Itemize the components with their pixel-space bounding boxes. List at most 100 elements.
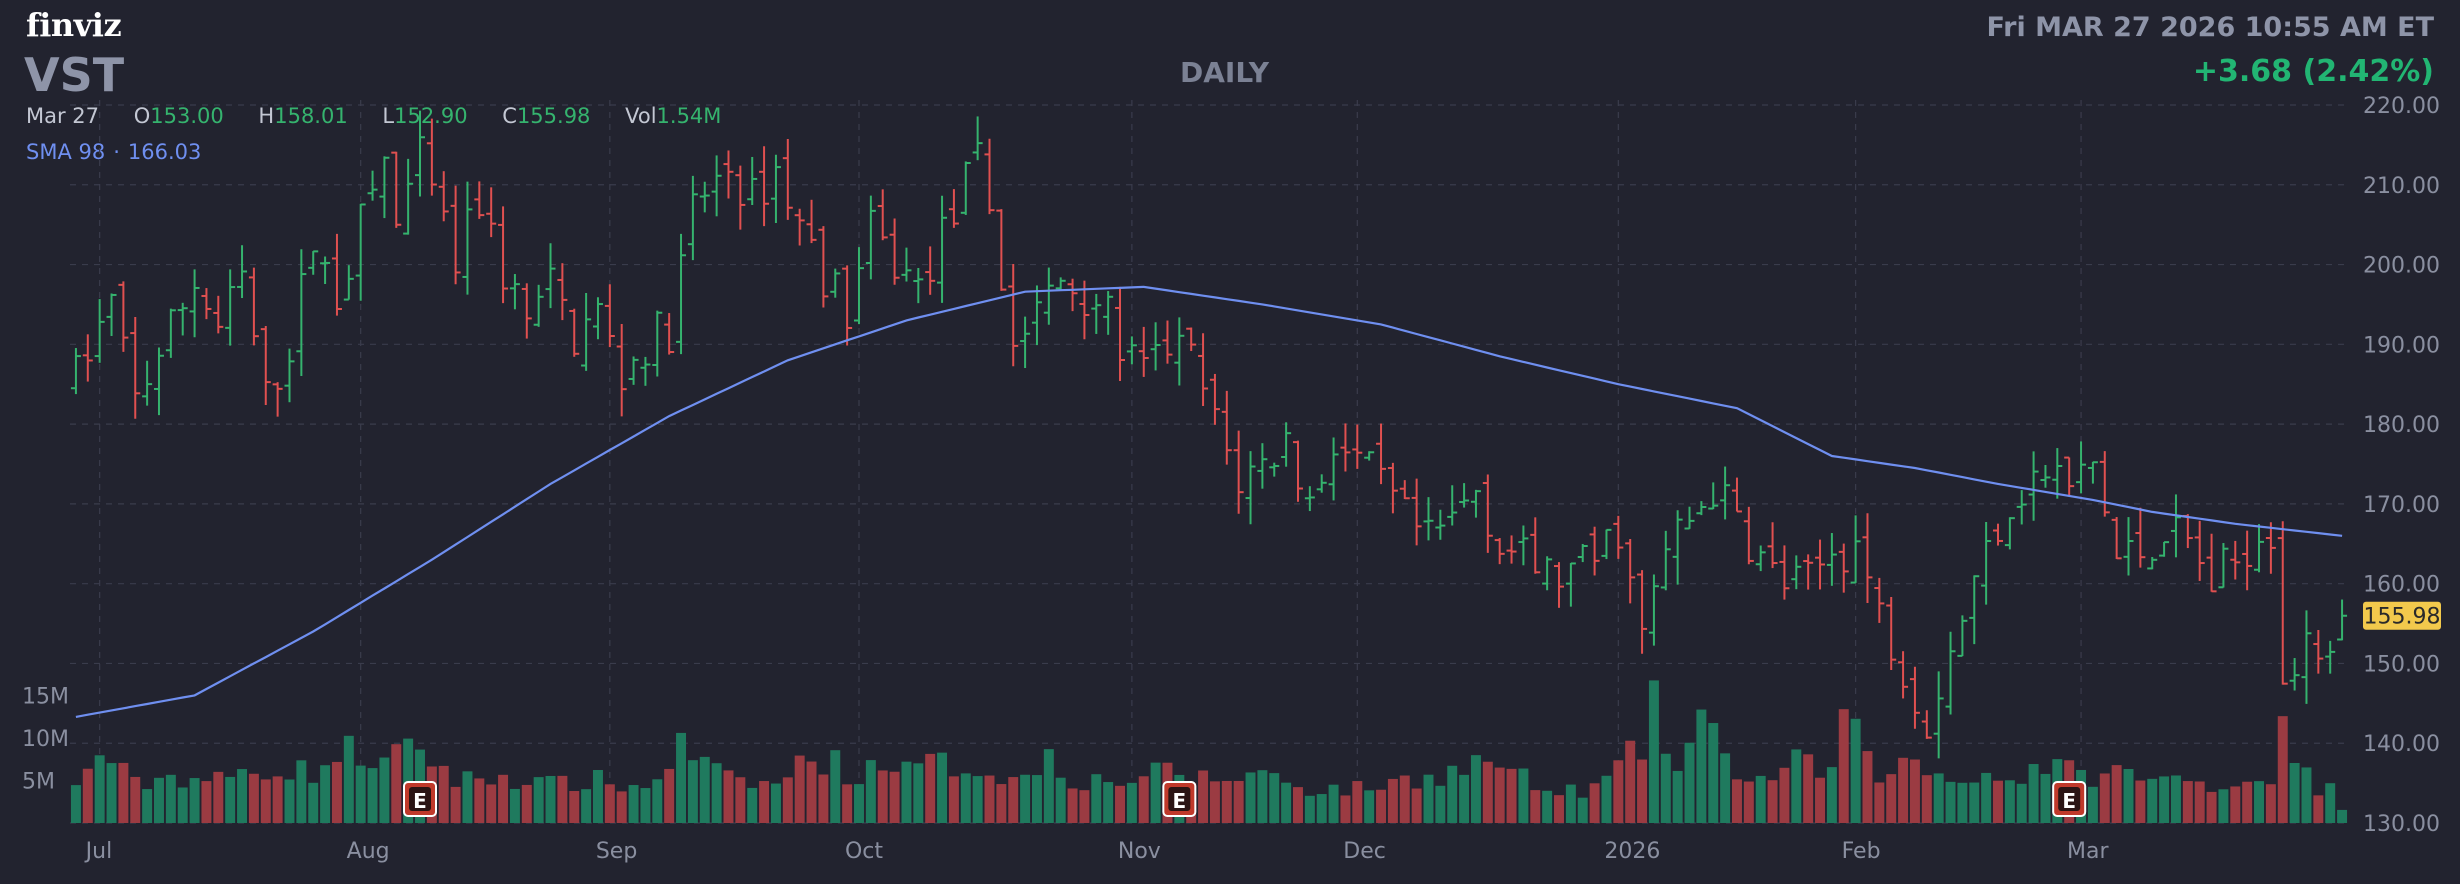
volume-bar	[1779, 767, 1790, 823]
volume-bar	[1648, 680, 1659, 823]
volume-bar	[2230, 786, 2241, 823]
price-axis: 220.00 210.00 200.00 190.00 180.00 170.00 160.…	[2363, 94, 2440, 837]
volume-bar	[521, 784, 532, 823]
ohlc-bar	[355, 203, 366, 301]
volume-bar	[320, 765, 331, 823]
ohlc-bar	[1340, 423, 1351, 472]
price-tick-label: 180.00	[2363, 413, 2440, 438]
finviz-logo: finviz	[26, 6, 122, 44]
ohlc-bar	[1447, 485, 1458, 526]
ohlc-bar	[1815, 539, 1826, 590]
price-tick-label: 200.00	[2363, 254, 2440, 279]
volume-bar	[308, 782, 319, 823]
ohlc-bar	[1542, 556, 1553, 591]
ohlc-bar	[842, 265, 853, 346]
ohlc-bar	[1020, 316, 1031, 369]
volume-bar	[1637, 759, 1648, 823]
ohlc-bar	[2277, 521, 2288, 685]
volume-bar	[1755, 775, 1766, 823]
volume-bar	[509, 788, 520, 823]
volume-bar	[2111, 765, 2122, 823]
volume-bar	[2135, 780, 2146, 823]
volume-bar	[1423, 774, 1434, 823]
volume-bar	[1921, 775, 1932, 823]
volume-bar	[1257, 770, 1268, 823]
ohlc-bar	[1162, 320, 1173, 364]
volume-bar	[1720, 753, 1731, 823]
volume-bar	[260, 779, 271, 823]
volume-bar	[1447, 765, 1458, 823]
ohlc-bar	[877, 189, 888, 241]
volume-value: 1.54M	[656, 104, 722, 128]
ohlc-bar	[1743, 506, 1754, 565]
ohlc-bar	[2218, 543, 2229, 589]
volume-bar	[142, 789, 153, 823]
volume-bar	[676, 732, 687, 823]
ohlc-bar	[1257, 443, 1268, 489]
volume-bar	[2028, 764, 2039, 823]
ohlc-bar	[94, 299, 105, 363]
ohlc-bar	[1696, 501, 1707, 516]
earnings-marker-label: E	[413, 789, 427, 813]
volume-bar	[913, 763, 924, 823]
volume-bar	[1672, 770, 1683, 823]
volume-bar	[604, 784, 615, 823]
ohlc-bar	[177, 302, 188, 336]
ohlc-bar	[308, 250, 319, 275]
volume-bar	[498, 774, 509, 823]
ohlc-bar	[1637, 570, 1648, 654]
ohlc-bar	[711, 155, 722, 217]
ohlc-bar	[1411, 478, 1422, 546]
ohlc-bar	[533, 284, 544, 327]
volume-bar	[664, 768, 675, 823]
ohlc-bar	[1292, 440, 1303, 502]
volume-bar	[1791, 749, 1802, 823]
volume-bar	[854, 784, 864, 823]
sma-separator: ·	[113, 140, 120, 164]
ohlc-bar	[699, 181, 710, 213]
volume-bar	[1625, 740, 1636, 823]
volume-bar	[1696, 709, 1707, 823]
date-tick-label: Dec	[1343, 839, 1386, 864]
earnings-marker-label: E	[2062, 789, 2076, 813]
ohlc-bar	[153, 347, 164, 416]
ohlc-bar	[925, 246, 936, 295]
volume-bar	[842, 784, 853, 823]
ohlc-date: Mar 27	[26, 104, 100, 128]
ohlc-bar	[1554, 562, 1565, 608]
volume-bar	[1008, 777, 1019, 823]
ohlc-bar	[1862, 513, 1873, 603]
volume-bar	[2301, 767, 2312, 823]
ohlc-bar	[1376, 423, 1387, 485]
volume-bar	[1020, 774, 1031, 823]
volume-bar	[355, 765, 366, 823]
volume-bar	[533, 777, 544, 823]
ohlc-bar	[759, 146, 770, 227]
volume-bar	[177, 787, 188, 823]
ohlc-bar	[2111, 517, 2122, 560]
volume-bar	[806, 761, 817, 823]
volume-bar	[1542, 790, 1553, 823]
volume-bar	[331, 761, 342, 823]
volume-bar	[189, 778, 200, 823]
volume-bar	[1055, 777, 1066, 823]
volume-bar	[747, 787, 758, 823]
ohlc-bar	[1613, 515, 1624, 559]
volume-bar	[1909, 759, 1920, 823]
volume-bar	[343, 735, 354, 823]
ohlc-bar	[1364, 451, 1375, 461]
ohlc-bar	[1791, 555, 1802, 590]
volume-bar	[1767, 780, 1778, 823]
ohlc-bar	[1886, 597, 1897, 670]
volume-bar	[1838, 709, 1849, 823]
ohlc-bar	[1269, 462, 1280, 477]
ohlc-bar	[545, 243, 556, 309]
volume-bar	[391, 744, 402, 823]
volume-bar	[1399, 775, 1410, 823]
volume-bar	[925, 753, 936, 823]
volume-bar	[1957, 782, 1968, 823]
ohlc-bar	[2123, 517, 2134, 576]
volume-bar	[877, 770, 888, 823]
ohlc-bar	[640, 356, 651, 386]
